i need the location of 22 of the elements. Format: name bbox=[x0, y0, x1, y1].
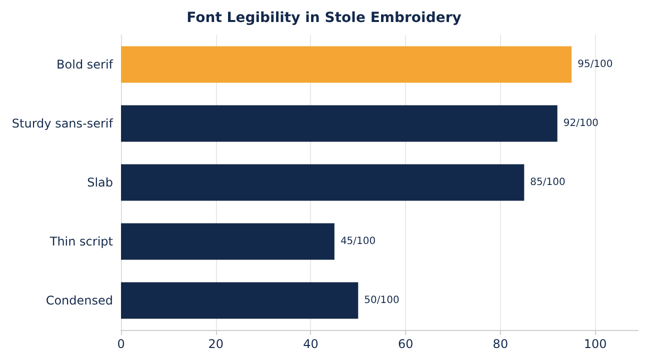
bar bbox=[121, 46, 572, 83]
x-tick-label: 0 bbox=[117, 337, 125, 351]
x-tick-label: 60 bbox=[398, 337, 414, 351]
bar bbox=[121, 105, 558, 142]
bar bbox=[121, 282, 358, 319]
data-label: 85/100 bbox=[530, 177, 566, 188]
y-tick-label: Thin script bbox=[48, 234, 114, 248]
data-label: 50/100 bbox=[364, 295, 400, 306]
y-tick-label: Slab bbox=[87, 176, 113, 190]
y-tick-label: Condensed bbox=[46, 294, 113, 308]
y-tick-label: Bold serif bbox=[56, 58, 114, 72]
x-tick-label: 100 bbox=[584, 337, 607, 351]
data-label: 92/100 bbox=[563, 118, 599, 129]
data-label: 45/100 bbox=[340, 236, 376, 247]
bar bbox=[121, 164, 524, 201]
x-tick-label: 80 bbox=[492, 337, 508, 351]
x-tick-label: 20 bbox=[208, 337, 224, 351]
chart-title: Font Legibility in Stole Embroidery bbox=[186, 10, 462, 26]
x-tick-label: 40 bbox=[303, 337, 318, 351]
y-tick-label: Sturdy sans-serif bbox=[12, 116, 114, 130]
data-label: 95/100 bbox=[578, 59, 613, 70]
bar bbox=[121, 223, 334, 260]
